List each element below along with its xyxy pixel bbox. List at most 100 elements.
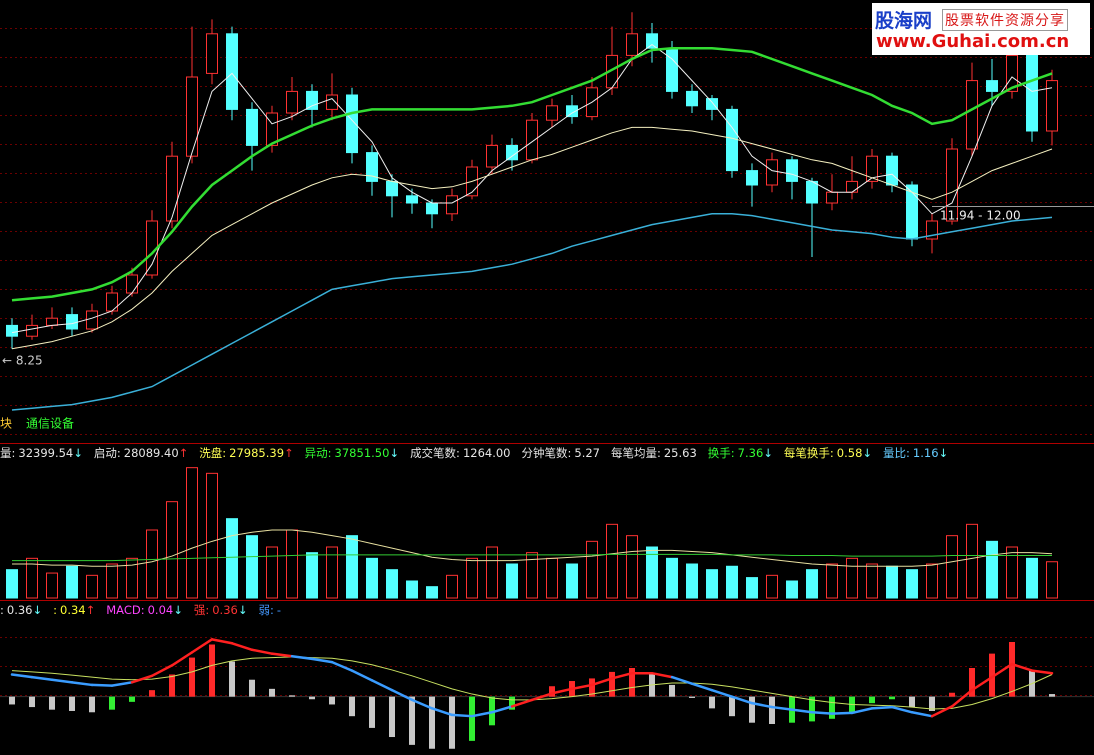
candle-body <box>186 76 198 157</box>
volume-bar <box>786 580 798 599</box>
dif-segment <box>30 675 54 681</box>
indicator-value: 25.63 <box>663 446 697 460</box>
candle-body <box>566 105 578 118</box>
volume-bar <box>906 569 918 599</box>
candle-body <box>846 180 858 193</box>
dif-segment <box>210 638 234 645</box>
volume-bar <box>626 535 638 599</box>
candle-body <box>326 94 338 110</box>
dif-segment <box>450 713 474 718</box>
indicator-arrow: ↓ <box>73 446 83 460</box>
candle-body <box>266 112 278 146</box>
candle-body <box>406 195 418 204</box>
candle-body <box>806 180 818 204</box>
dif-segment <box>490 705 514 714</box>
candle-body <box>226 33 238 110</box>
candle-body <box>206 33 218 74</box>
candle-body <box>926 220 938 240</box>
candle-body <box>866 155 878 182</box>
indicator: :0.36↓ <box>0 603 42 617</box>
dif-segment <box>390 688 414 702</box>
candle-body <box>666 47 678 92</box>
volume-bar <box>866 563 878 599</box>
indicator-arrow: ↓ <box>763 446 773 460</box>
candle-body <box>286 90 298 114</box>
dif-segment <box>10 673 34 679</box>
volume-bar <box>546 557 558 599</box>
indicator-value: 0.36 <box>212 603 238 617</box>
candle-body <box>646 33 658 49</box>
candle-body <box>746 170 758 186</box>
dif-segment <box>950 688 974 708</box>
volume-bar <box>286 529 298 599</box>
volume-bar <box>606 523 618 599</box>
candle-body <box>1046 80 1058 132</box>
candle-body <box>486 144 498 168</box>
dif-segment <box>370 679 394 692</box>
candle-body <box>786 159 798 182</box>
volume-bar <box>1006 546 1018 599</box>
volume-bar <box>126 557 138 599</box>
indicator-line <box>11 46 1053 302</box>
volume-bar <box>646 546 658 599</box>
candle-body <box>106 292 118 312</box>
volume-bar <box>106 563 118 599</box>
candle-body <box>966 80 978 150</box>
logo: 股海网 股票软件资源分享 www.Guhai.com.cn <box>872 3 1090 55</box>
candle-body <box>826 191 838 204</box>
dif-segment <box>350 669 374 682</box>
indicator-name: 弱: <box>258 603 274 617</box>
dif-segment <box>570 683 594 691</box>
volume-bar <box>246 535 258 599</box>
dif-segment <box>890 705 914 714</box>
volume-bar <box>86 574 98 599</box>
indicator-line <box>11 213 1053 411</box>
price-grid <box>0 0 1094 440</box>
volume-bar <box>806 569 818 599</box>
candle-body <box>706 98 718 110</box>
dif-segment <box>290 655 314 661</box>
volume-indicators: 量: 32399.54↓ 启动: 28089.40↑ 洗盘: 27985.39↑ 异动: 37… <box>0 446 959 460</box>
volume-bar <box>486 546 498 599</box>
indicator-value: 1.16 <box>912 446 939 460</box>
dif-segment <box>50 678 74 684</box>
indicator-line <box>11 126 1053 350</box>
candle-body <box>46 317 58 326</box>
low-annotation: ← 8.25 <box>2 354 43 368</box>
candle-body <box>246 108 258 146</box>
indicator-value: 28089.40 <box>123 446 179 460</box>
dif-segment <box>310 657 334 664</box>
indicator-value: 5.27 <box>574 446 600 460</box>
dif-segment <box>910 711 934 718</box>
volume-bar <box>726 565 738 599</box>
dif-segment <box>690 682 714 692</box>
indicator: 洗盘: 27985.39↑ <box>199 446 293 460</box>
indicator-arrow: ↓ <box>32 603 43 617</box>
volume-bar <box>46 572 58 599</box>
dif-segment <box>870 705 894 710</box>
dif-segment <box>1030 669 1054 675</box>
candle-body <box>386 180 398 197</box>
indicator-value: 1264.00 <box>462 446 511 460</box>
indicator-value: 7.36 <box>737 446 764 460</box>
indicator-name: 洗盘: <box>199 446 227 460</box>
candle-body <box>766 159 778 186</box>
candle-body <box>1006 54 1018 92</box>
indicator-arrow: ↓ <box>862 446 873 460</box>
logo-brand: 股海网 <box>875 10 933 32</box>
indicator-value: - <box>276 603 282 617</box>
indicator-line <box>12 529 1053 567</box>
indicator: 每笔均量: 25.63 <box>611 446 697 460</box>
volume-bar <box>6 569 18 599</box>
candle-body <box>506 144 518 161</box>
indicator: :0.34↑ <box>53 603 95 617</box>
volume-bar <box>586 540 598 599</box>
candle-body <box>1026 54 1038 132</box>
volume-bar <box>946 535 958 599</box>
volume-bar <box>166 501 178 599</box>
volume-bar <box>926 563 938 599</box>
volume-bar <box>206 472 218 599</box>
indicator-arrow: ↑ <box>178 446 189 460</box>
indicator: 启动: 28089.40↑ <box>94 446 188 460</box>
